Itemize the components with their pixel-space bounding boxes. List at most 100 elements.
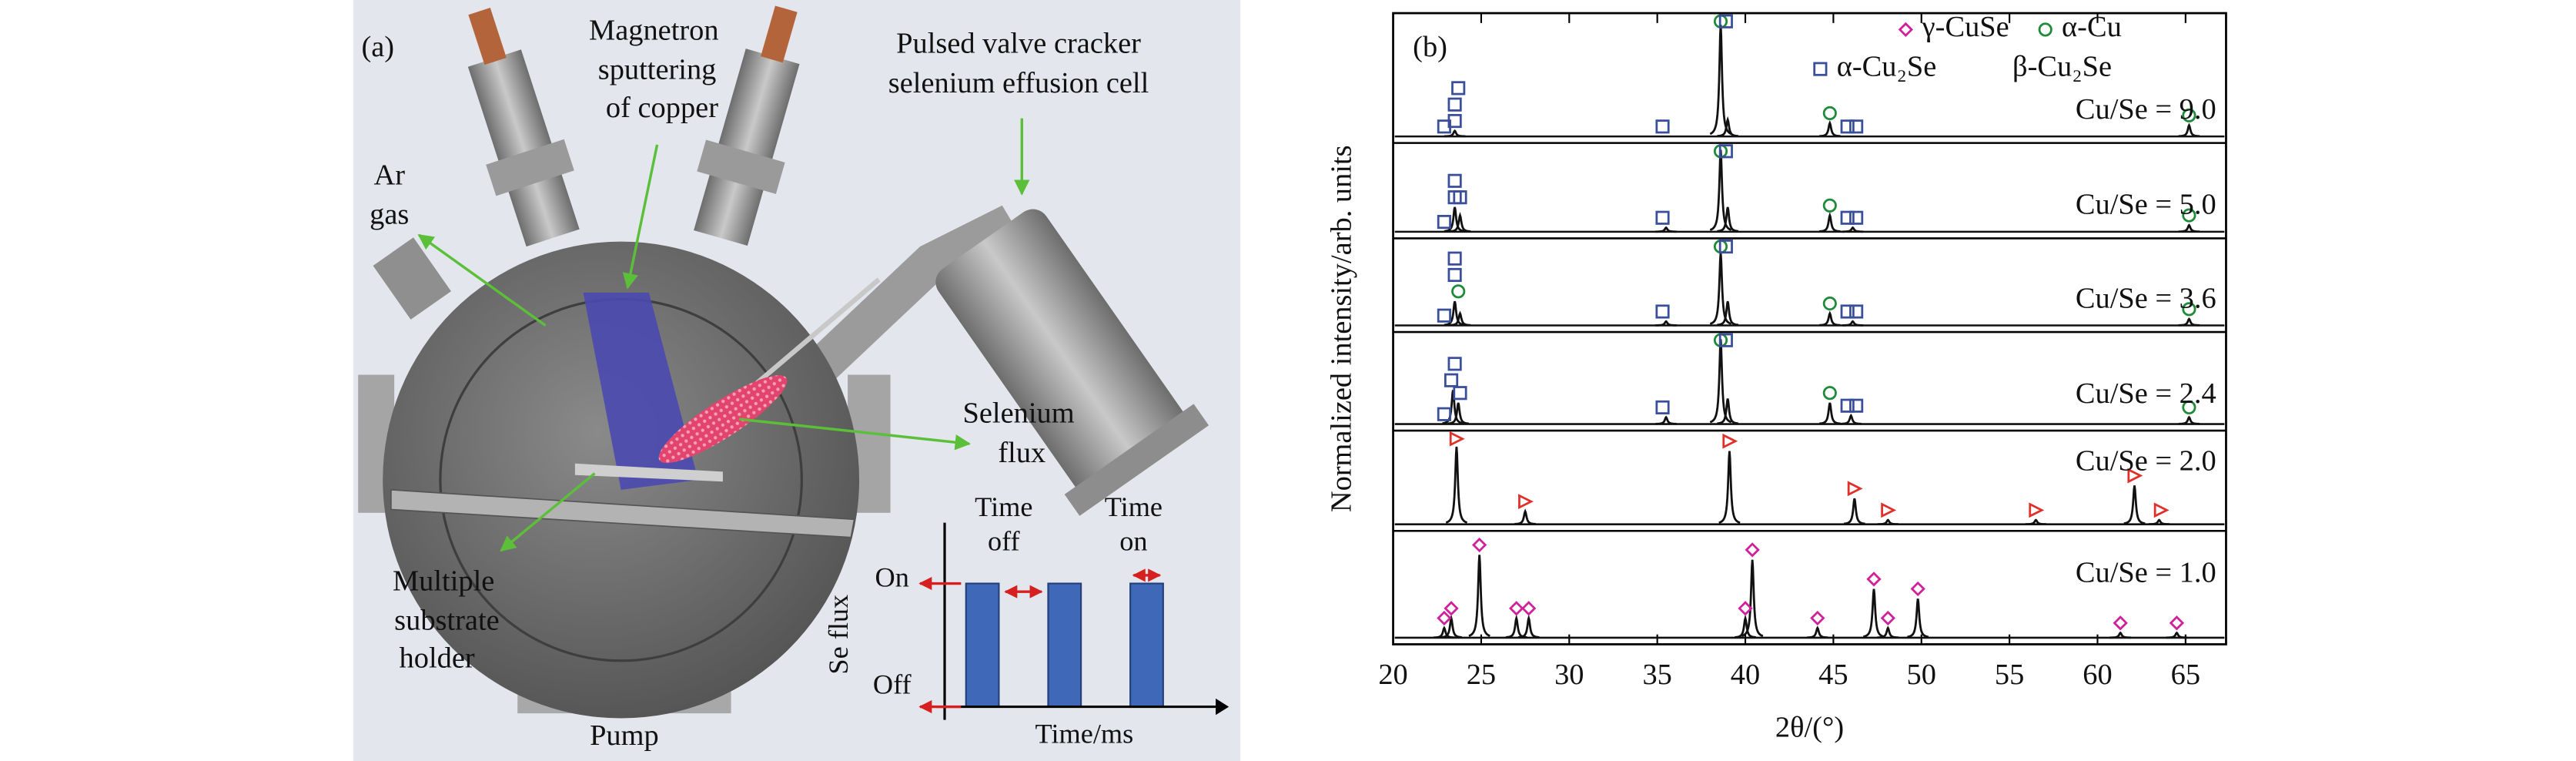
axis-arrow — [1216, 698, 1229, 716]
x-tick-label: 55 — [1995, 659, 2024, 691]
peak — [1442, 390, 1464, 424]
peak — [1517, 614, 1540, 639]
peak — [1717, 206, 1739, 233]
label: sputtering — [598, 54, 717, 86]
inset-label: off — [988, 526, 1021, 557]
peak — [1907, 598, 1929, 639]
phase-marker — [1849, 210, 1864, 225]
peak — [1655, 415, 1677, 425]
x-tick-label: 30 — [1554, 659, 1584, 691]
apparatus-diagram: (a) Magnetron sputtering of copper Pulse… — [353, 0, 1241, 761]
peak — [1877, 625, 1899, 639]
peak — [1655, 226, 1677, 233]
phase-marker — [1655, 304, 1670, 319]
peak — [1718, 451, 1741, 524]
phase-marker — [1910, 581, 1925, 597]
x-tick-label: 40 — [1731, 659, 1760, 691]
pulse-bar — [965, 582, 1000, 708]
legend-symbol — [1898, 22, 1913, 38]
phase-marker — [1655, 119, 1670, 134]
peak — [1840, 413, 1862, 425]
phase-marker — [1822, 296, 1837, 311]
effusion-cell — [935, 209, 1191, 501]
phase-marker — [1472, 537, 1487, 553]
series-label: Cu/Se = 1.0 — [2076, 557, 2216, 589]
phase-marker — [1866, 572, 1882, 587]
cracker-nozzle — [745, 277, 881, 394]
flange — [1064, 404, 1209, 516]
phase-marker — [1718, 333, 1733, 347]
phase-marker — [1437, 308, 1451, 323]
series-label: Cu/Se = 5.0 — [2076, 189, 2216, 221]
phase-marker — [1822, 386, 1837, 401]
phase-marker — [1880, 610, 1895, 626]
phase-marker — [1444, 601, 1459, 616]
peak — [1468, 555, 1490, 637]
peak — [2178, 122, 2200, 138]
peak — [1444, 129, 1466, 138]
phase-marker — [1453, 190, 1467, 205]
phase-marker — [1449, 431, 1465, 447]
peak — [1449, 310, 1471, 327]
legend-symbol — [1813, 62, 1828, 76]
phase-marker — [1437, 407, 1451, 421]
phase-marker — [1521, 601, 1537, 616]
phase-marker — [1655, 400, 1670, 415]
timing-inset — [918, 522, 1229, 720]
phase-marker — [2169, 615, 2185, 631]
label: substrate — [394, 605, 500, 637]
phase-marker — [1453, 386, 1467, 401]
phase-marker — [1518, 494, 1534, 510]
peak — [1655, 320, 1677, 327]
phase-marker — [2113, 615, 2128, 631]
xrd-chart: 20 25 30 35 40 45 50 55 60 65 2θ/(°) Normalized int… — [1325, 11, 2227, 743]
substrate-holder — [390, 488, 855, 538]
x-axis-label: 2θ/(°) — [1775, 711, 1844, 743]
label: holder — [400, 642, 475, 675]
phase-marker — [1840, 210, 1855, 225]
legend-symbol — [2038, 22, 2052, 37]
peak — [1434, 625, 1455, 639]
x-tick-label: 35 — [1642, 659, 1671, 691]
flange — [486, 139, 574, 196]
copper-rod — [761, 5, 798, 63]
peak — [2148, 518, 2170, 525]
peak — [1818, 402, 1841, 425]
peak — [1735, 614, 1756, 639]
peak — [1514, 508, 1536, 525]
phase-marker — [2182, 302, 2196, 317]
arrow — [417, 233, 547, 327]
peak — [1447, 402, 1470, 425]
series-label: Cu/Se = 2.0 — [2076, 445, 2216, 478]
phase-marker — [1509, 601, 1524, 616]
peak — [1717, 300, 1739, 327]
peak — [2178, 317, 2200, 327]
phase-marker — [2153, 502, 2170, 518]
x-tick-label: 25 — [1467, 659, 1496, 691]
inset-label: on — [1119, 526, 1147, 557]
peak — [1819, 119, 1841, 138]
phase-marker — [1437, 610, 1452, 626]
legend-label: α-Cu₂Se — [1837, 50, 1937, 82]
ar-port — [373, 237, 451, 320]
peak — [1444, 300, 1466, 327]
label: gas — [370, 198, 409, 230]
x-tick-label: 20 — [1378, 659, 1407, 691]
substrate — [574, 463, 723, 482]
label: Magnetron — [589, 14, 719, 46]
peak — [1445, 446, 1468, 524]
arrow — [622, 144, 659, 290]
phase-marker — [1738, 601, 1753, 616]
phase-marker — [1444, 373, 1459, 387]
peak — [1819, 212, 1841, 233]
peak — [1444, 206, 1466, 233]
phase-marker — [1810, 610, 1825, 626]
phase-marker — [1849, 304, 1864, 319]
phase-marker — [1840, 398, 1855, 413]
pulse-bar — [1129, 582, 1164, 708]
phase-marker — [1447, 173, 1462, 188]
phase-marker — [1451, 81, 1466, 96]
label: Pump — [590, 719, 659, 752]
copper-rod — [468, 8, 507, 65]
